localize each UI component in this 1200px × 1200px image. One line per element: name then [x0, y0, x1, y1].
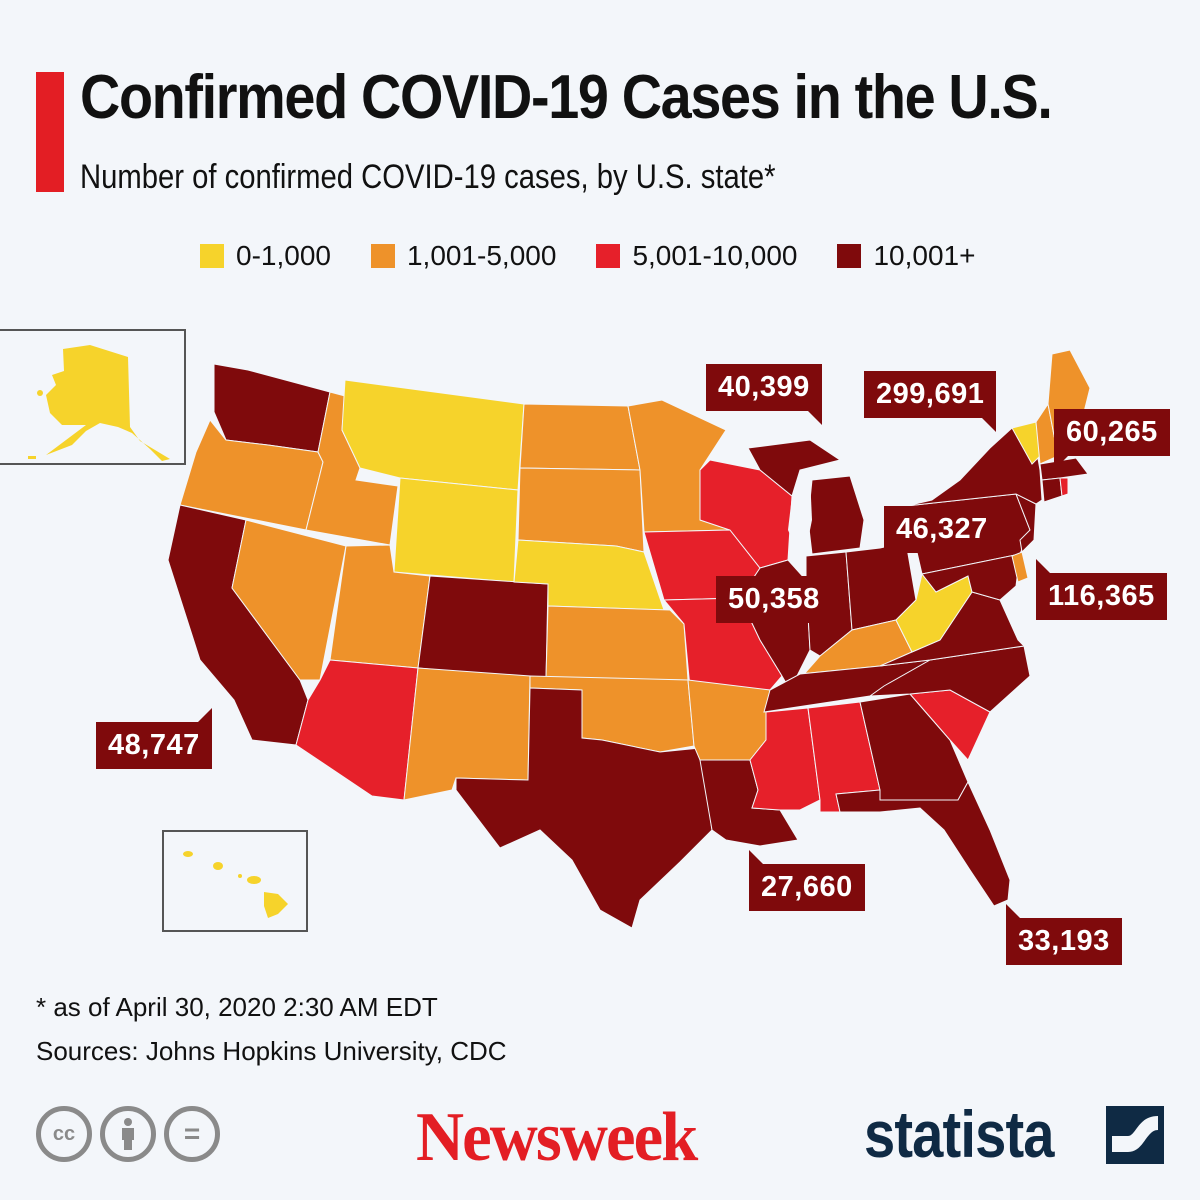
state-wyoming[interactable]	[393, 477, 519, 583]
license-icons: cc =	[36, 1106, 220, 1162]
state-montana[interactable]	[341, 379, 525, 491]
callout-louisiana: 27,660	[749, 850, 865, 911]
callout-value: 116,365	[1048, 580, 1155, 612]
legend-item-0-1000: 0-1,000	[200, 240, 331, 272]
legend: 0-1,000 1,001-5,000 5,001-10,000 10,001+	[200, 240, 975, 272]
legend-swatch	[596, 244, 621, 268]
us-map	[167, 349, 1091, 929]
state-texas[interactable]	[455, 687, 713, 929]
legend-swatch	[837, 244, 862, 268]
callout-pennsylvania: 46,327	[884, 506, 1000, 553]
callout-value: 50,358	[728, 583, 820, 615]
statista-mark-icon	[1106, 1106, 1164, 1164]
state-arizona[interactable]	[295, 659, 419, 801]
state-connecticut[interactable]	[1041, 477, 1063, 503]
callout-illinois: 50,358	[716, 576, 832, 623]
state-south-dakota[interactable]	[517, 467, 645, 553]
state-rhode-island[interactable]	[1059, 477, 1069, 497]
state-nevada[interactable]	[231, 519, 347, 681]
callout-value: 46,327	[896, 513, 988, 545]
legend-swatch	[370, 244, 395, 268]
callout-florida: 33,193	[1006, 904, 1122, 965]
callout-new-york: 299,691	[864, 371, 997, 432]
callout-value: 27,660	[761, 871, 853, 903]
legend-item-5001-10000: 5,001-10,000	[596, 240, 797, 272]
cc-icon[interactable]: cc	[36, 1106, 92, 1162]
callout-california: 48,747	[96, 708, 212, 769]
person-glyph	[122, 1118, 134, 1150]
legend-swatch	[200, 244, 224, 268]
attribution-icon[interactable]	[100, 1106, 156, 1162]
nd-label: =	[183, 1118, 201, 1149]
sources: Sources: Johns Hopkins University, CDC	[36, 1036, 507, 1066]
legend-label: 10,001+	[873, 240, 976, 271]
alaska-inset	[0, 329, 186, 465]
hawaii-inset	[162, 830, 308, 932]
callout-value: 60,265	[1066, 416, 1158, 448]
chart-title: Confirmed COVID-19 Cases in the U.S.	[80, 63, 1053, 132]
callout-michigan: 40,399	[706, 364, 822, 425]
legend-item-1001-5000: 1,001-5,000	[370, 240, 557, 272]
accent-bar	[36, 72, 64, 192]
state-arkansas[interactable]	[687, 679, 771, 761]
callout-value: 40,399	[718, 371, 810, 403]
state-north-dakota[interactable]	[519, 403, 641, 471]
callout-new-jersey: 116,365	[1036, 559, 1167, 620]
hawaii-shape	[183, 851, 288, 918]
cc-label: cc	[52, 1122, 76, 1145]
lake-michigan	[788, 476, 812, 548]
state-colorado[interactable]	[417, 575, 549, 681]
state-delaware[interactable]	[1011, 551, 1029, 583]
legend-label: 0-1,000	[236, 240, 331, 271]
alaska-shape	[28, 345, 170, 461]
chart-subtitle: Number of confirmed COVID-19 cases, by U…	[80, 158, 776, 196]
callout-value: 48,747	[108, 729, 200, 761]
state-washington[interactable]	[213, 363, 331, 453]
callout-value: 299,691	[876, 378, 985, 410]
legend-item-10001-plus: 10,001+	[837, 240, 975, 272]
legend-label: 5,001-10,000	[632, 240, 798, 271]
state-florida[interactable]	[835, 780, 1011, 907]
newsweek-logo[interactable]: Newsweek	[416, 1099, 698, 1176]
state-new-york[interactable]	[905, 423, 1043, 507]
no-derivatives-icon[interactable]: =	[164, 1106, 220, 1162]
legend-label: 1,001-5,000	[406, 240, 557, 271]
state-kansas[interactable]	[545, 605, 689, 681]
statista-logo[interactable]: statista	[864, 1097, 1054, 1171]
callout-value: 33,193	[1018, 925, 1110, 957]
callout-massachusetts: 60,265	[1054, 409, 1170, 470]
footnote: * as of April 30, 2020 2:30 AM EDT	[36, 992, 438, 1022]
